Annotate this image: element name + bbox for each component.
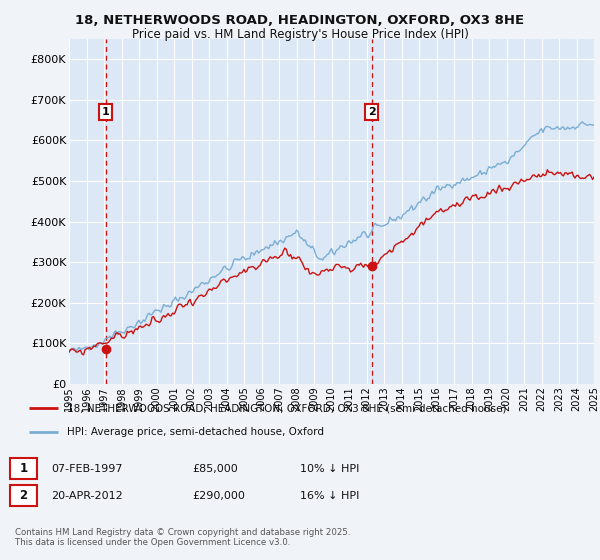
Text: £290,000: £290,000 — [192, 491, 245, 501]
Text: 07-FEB-1997: 07-FEB-1997 — [51, 464, 122, 474]
Text: 20-APR-2012: 20-APR-2012 — [51, 491, 123, 501]
Text: 1: 1 — [101, 107, 109, 117]
Text: Price paid vs. HM Land Registry's House Price Index (HPI): Price paid vs. HM Land Registry's House … — [131, 28, 469, 41]
Text: HPI: Average price, semi-detached house, Oxford: HPI: Average price, semi-detached house,… — [67, 427, 323, 437]
Text: Contains HM Land Registry data © Crown copyright and database right 2025.
This d: Contains HM Land Registry data © Crown c… — [15, 528, 350, 547]
Text: £85,000: £85,000 — [192, 464, 238, 474]
Text: 2: 2 — [368, 107, 376, 117]
Text: 16% ↓ HPI: 16% ↓ HPI — [300, 491, 359, 501]
Text: 1: 1 — [19, 462, 28, 475]
Text: 2: 2 — [19, 489, 28, 502]
Text: 18, NETHERWOODS ROAD, HEADINGTON, OXFORD, OX3 8HE (semi-detached house): 18, NETHERWOODS ROAD, HEADINGTON, OXFORD… — [67, 403, 506, 413]
Text: 10% ↓ HPI: 10% ↓ HPI — [300, 464, 359, 474]
Text: 18, NETHERWOODS ROAD, HEADINGTON, OXFORD, OX3 8HE: 18, NETHERWOODS ROAD, HEADINGTON, OXFORD… — [76, 14, 524, 27]
